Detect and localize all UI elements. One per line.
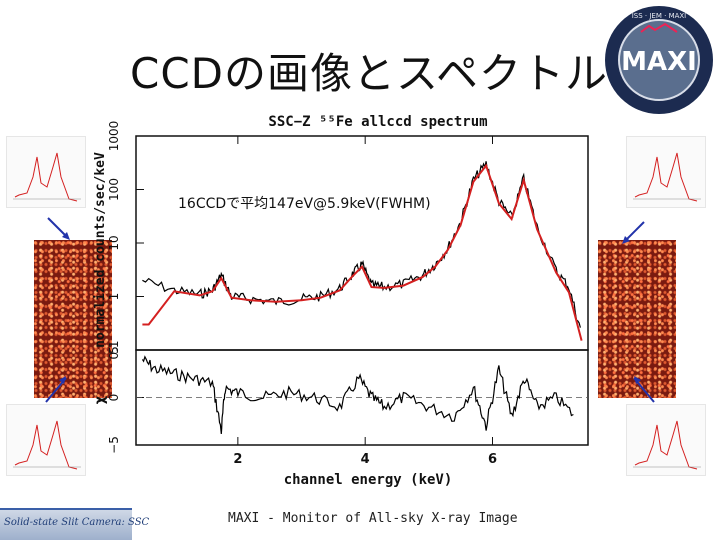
bottom-y-tick-label: −5 [107, 436, 121, 454]
x-tick-label: 4 [361, 452, 370, 467]
ccd-image-right [598, 240, 676, 398]
footer-text: MAXI - Monitor of All-sky X-ray Image [228, 511, 518, 526]
arrow-icon [47, 217, 70, 240]
thumbnail-spectrum-top-left [6, 136, 86, 208]
logo-text: MAXI [621, 47, 697, 77]
x-tick-label: 2 [233, 452, 242, 467]
arrow-icon [45, 376, 67, 403]
chart-annotation: 16CCDで平均147eV@5.9keV(FWHM) [178, 196, 431, 212]
thumbnail-spectrum-top-right [626, 136, 706, 208]
top-y-tick-label: 10 [107, 235, 121, 250]
arrow-icon [633, 376, 655, 403]
bottom-y-tick-label: 5 [107, 346, 121, 354]
bottom-y-tick-label: 0 [107, 394, 121, 402]
logo-ring-text: ISS · JEM · MAXI [632, 12, 687, 20]
top-y-tick-label: 100 [107, 178, 121, 201]
maxi-logo: MAXI ISS · JEM · MAXI [605, 6, 713, 114]
chart-title: SSC−Z ⁵⁵Fe allccd spectrum [268, 114, 487, 130]
top-y-tick-label: 0.1 [107, 340, 121, 359]
top-y-tick-label: 1000 [107, 121, 121, 152]
model-series-line [142, 163, 583, 341]
top-y-tick-label: 1 [107, 293, 121, 301]
thumbnail-spectrum-bottom-left [6, 404, 86, 476]
footer-logo-text: Solid-state Slit Camera: SSC [4, 517, 150, 528]
x-axis-label: channel energy (keV) [284, 472, 453, 488]
top-panel-frame [135, 135, 589, 351]
footer-logo: Solid-state Slit Camera: SSC [0, 508, 149, 540]
x-tick-label: 6 [488, 452, 497, 467]
arrow-icon [622, 221, 645, 244]
slide-title: CCDの画像とスペクトル [130, 49, 609, 98]
data-series-line [142, 161, 581, 328]
bottom-y-axis-label: χ [93, 395, 108, 404]
spectrum-chart: SSC−Z ⁵⁵Fe allccd spectrum 16CCDで平均147eV… [88, 100, 600, 500]
thumbnail-spectrum-bottom-right [626, 404, 706, 476]
chart-svg: SSC−Z ⁵⁵Fe allccd spectrum 16CCDで平均147eV… [93, 114, 589, 488]
top-y-axis-label: normalized counts/sec/keV [93, 152, 108, 348]
ccd-image-left [34, 240, 112, 398]
residual-series-line [141, 355, 574, 434]
